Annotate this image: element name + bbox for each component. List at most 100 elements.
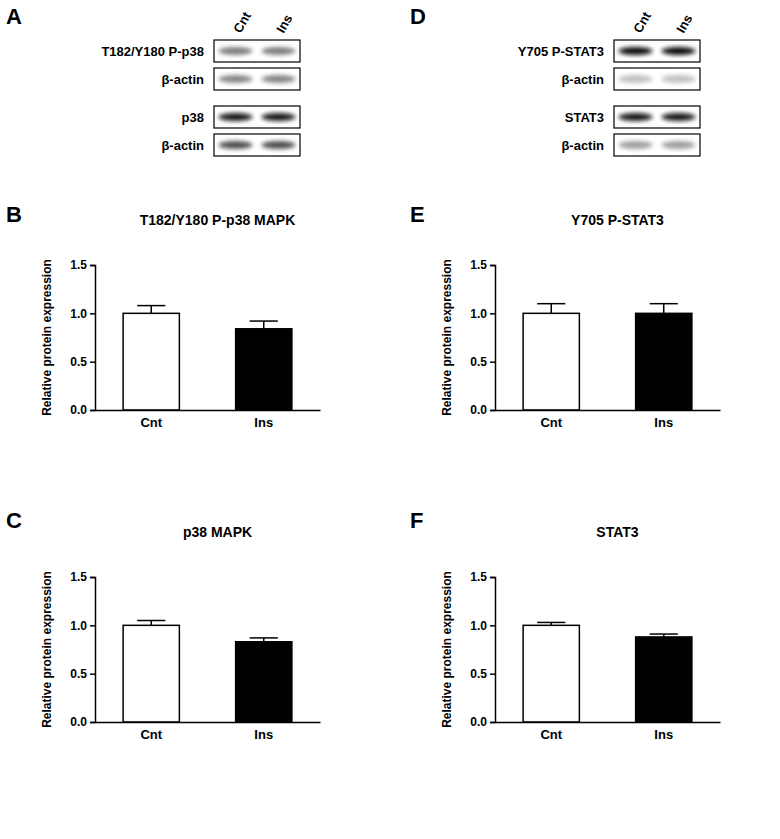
bar <box>123 313 179 410</box>
chart-title: Y705 P-STAT3 <box>571 212 664 228</box>
tick: 0.0 <box>470 403 495 417</box>
blot-band <box>219 47 253 55</box>
tick-label: 1.5 <box>70 570 87 584</box>
tick: 1.0 <box>70 619 95 633</box>
error-stem <box>551 304 553 314</box>
row-label: Y705 P-STAT3 <box>518 44 604 59</box>
error-bar <box>137 306 165 314</box>
tick-mark <box>490 625 495 627</box>
tick-mark <box>490 673 495 675</box>
blot-frame <box>614 40 700 62</box>
bar <box>636 313 692 410</box>
tick-label: 0.0 <box>70 715 87 729</box>
bar <box>236 642 292 722</box>
error-stem <box>263 321 265 329</box>
tick: 0.0 <box>70 403 95 417</box>
tick-label: 0.0 <box>470 403 487 417</box>
row-label: β-actin <box>161 138 204 153</box>
blot-frame <box>614 134 700 156</box>
tick: 0.5 <box>70 355 95 369</box>
y-axis: 0.00.51.01.5 <box>70 258 95 417</box>
row-label: T182/Y180 P-p38 <box>101 44 204 59</box>
error-cap <box>137 305 165 307</box>
panel-label: D <box>410 4 426 29</box>
tick: 1.0 <box>470 307 495 321</box>
axis-line <box>490 578 496 723</box>
blot-frame <box>214 68 300 90</box>
plot-area <box>523 622 692 722</box>
tick: Ins <box>654 722 673 742</box>
axis-line <box>496 722 721 724</box>
row-label: p38 <box>182 110 204 125</box>
bar <box>123 625 179 722</box>
tick-mark <box>490 722 495 724</box>
tick-mark <box>490 265 495 267</box>
error-bar <box>137 621 165 626</box>
tick-mark <box>490 410 495 412</box>
axis-line <box>96 410 321 412</box>
lane-label: Cnt <box>630 9 654 36</box>
axis-title: Relative protein expression <box>40 259 54 416</box>
tick: 1.5 <box>470 570 495 584</box>
x-axis: CntIns <box>496 722 721 742</box>
tick-mark <box>90 410 95 412</box>
tick: Ins <box>254 722 273 742</box>
blot-band <box>262 141 296 149</box>
axis-title: Relative protein expression <box>40 571 54 728</box>
plot-area <box>523 304 692 410</box>
lane-label: Ins <box>273 12 295 36</box>
blot: CntInsY705 P-STAT3β-actinSTAT3β-actin <box>518 9 700 156</box>
blot-band <box>662 113 696 121</box>
row-label: β-actin <box>561 72 604 87</box>
tick-mark <box>90 625 95 627</box>
bar <box>236 329 292 410</box>
tick: 0.0 <box>470 715 495 729</box>
bar-chart: T182/Y180 P-p38 MAPK Relative protein exp… <box>40 212 321 430</box>
tick-label: 0.5 <box>70 355 87 369</box>
tick: Cnt <box>140 722 162 742</box>
tick-label: Ins <box>654 727 673 742</box>
tick-label: 0.0 <box>70 403 87 417</box>
blot-band <box>262 75 296 83</box>
figure: ABCDEFCntInsT182/Y180 P-p38β-actinp38β-a… <box>0 0 780 839</box>
tick: 0.5 <box>70 667 95 681</box>
blot-band <box>619 47 653 55</box>
tick: 1.0 <box>470 619 495 633</box>
chart-title: T182/Y180 P-p38 MAPK <box>140 212 296 228</box>
chart-title: STAT3 <box>596 524 638 540</box>
tick: 1.0 <box>70 307 95 321</box>
bar-chart: Y705 P-STAT3Relative protein expression0… <box>440 212 721 430</box>
error-cap <box>250 637 278 639</box>
blot-frame <box>214 40 300 62</box>
tick: 1.5 <box>470 258 495 272</box>
tick: 0.5 <box>470 355 495 369</box>
tick-label: 1.0 <box>470 619 487 633</box>
y-axis: 0.0 0.5 1.0 1.5 <box>470 570 495 729</box>
error-bar <box>250 321 278 329</box>
axis-line <box>496 410 721 412</box>
tick-label: Ins <box>254 727 273 742</box>
tick-label: Ins <box>654 415 673 430</box>
tick-mark <box>490 313 495 315</box>
row-label: β-actin <box>561 138 604 153</box>
axis-line <box>96 722 321 724</box>
tick: 0.5 <box>470 667 495 681</box>
tick-label: 0.0 <box>470 715 487 729</box>
blot-band <box>619 113 653 121</box>
blot-band <box>662 75 696 83</box>
chart-title: p38 MAPK <box>183 524 252 540</box>
axis-line <box>490 266 496 411</box>
blot-band <box>662 47 696 55</box>
tick-mark <box>90 722 95 724</box>
tick-mark <box>490 361 495 363</box>
tick-mark <box>90 673 95 675</box>
bar-chart: p38 MAPK Relative protein expression 0.0 0.… <box>40 524 321 742</box>
error-bar <box>537 304 565 314</box>
error-bar <box>250 638 278 642</box>
tick-mark <box>90 361 95 363</box>
error-cap <box>250 320 278 322</box>
error-cap <box>137 620 165 622</box>
error-stem <box>151 306 153 314</box>
axis-line <box>90 578 96 723</box>
tick: Ins <box>254 410 273 430</box>
